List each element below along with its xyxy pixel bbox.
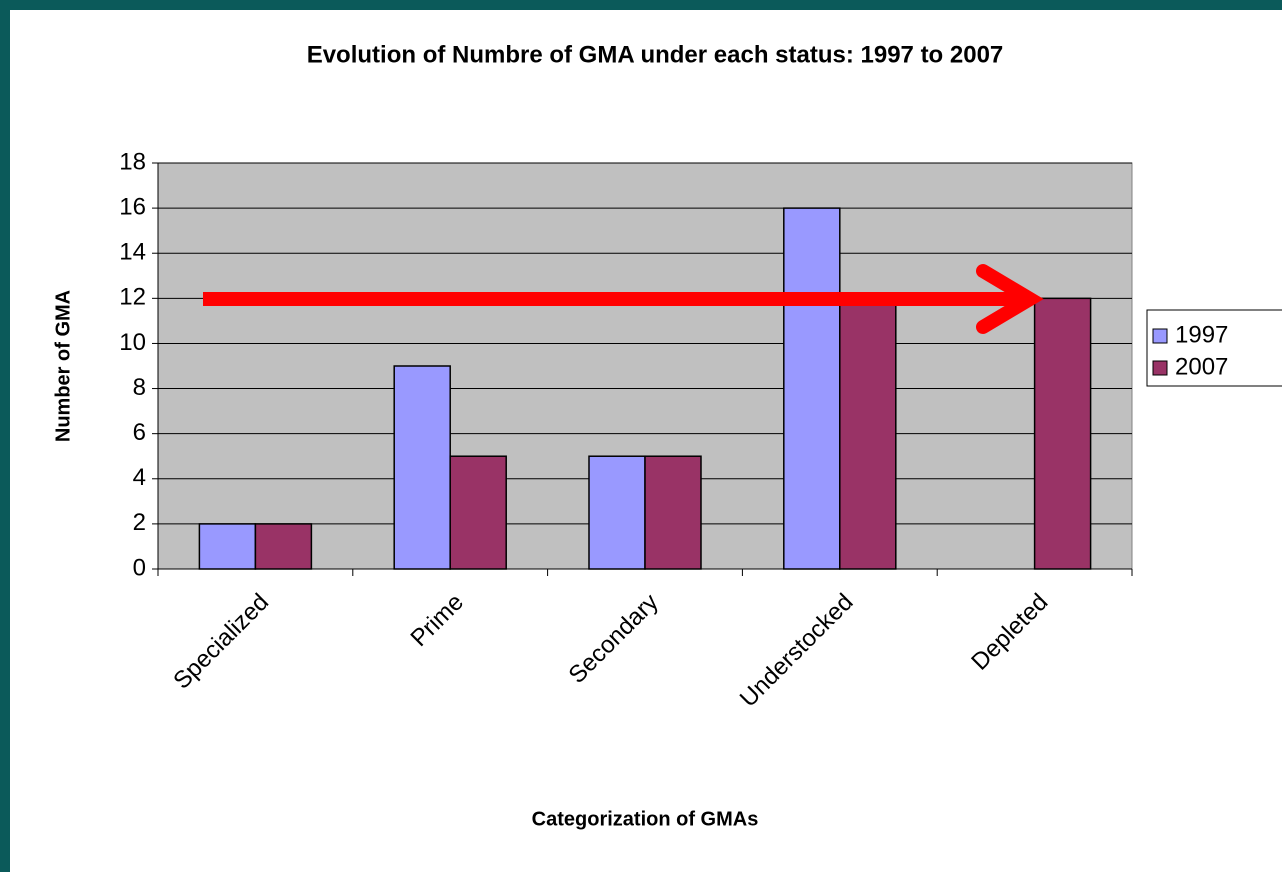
arrow-head (976, 264, 1044, 334)
bar (644, 455, 702, 570)
legend-label: 1997 (1175, 321, 1228, 348)
bar (254, 523, 313, 570)
y-tick-label: 18 (119, 148, 146, 175)
legend-entries: 1997 2007 (1152, 321, 1228, 380)
y-tick-label: 0 (133, 554, 146, 581)
y-tick-label: 4 (133, 464, 146, 491)
bar (393, 365, 451, 570)
bar (1033, 297, 1092, 570)
legend (1146, 309, 1282, 387)
y-tick-label: 2 (133, 509, 146, 536)
y-tick-label: 14 (119, 239, 146, 266)
legend-swatch (1152, 328, 1168, 344)
annotation-arrow (203, 264, 1044, 334)
x-axis-title: Categorization of GMAs (532, 808, 759, 830)
bar (839, 297, 897, 570)
bar (783, 207, 841, 570)
y-tick-label: 8 (133, 374, 146, 401)
chart-title: Evolution of Numbre of GMA under each st… (307, 41, 1004, 68)
legend-label: 2007 (1175, 353, 1228, 380)
legend-swatch (1152, 360, 1168, 376)
bar (449, 455, 507, 570)
y-tick-label: 6 (133, 419, 146, 446)
bar (198, 523, 257, 570)
y-axis-title: Number of GMA (52, 290, 74, 442)
y-tick-label: 12 (119, 284, 146, 311)
bar (588, 455, 646, 570)
y-tick-label: 16 (119, 193, 146, 220)
y-tick-label: 10 (119, 329, 146, 356)
